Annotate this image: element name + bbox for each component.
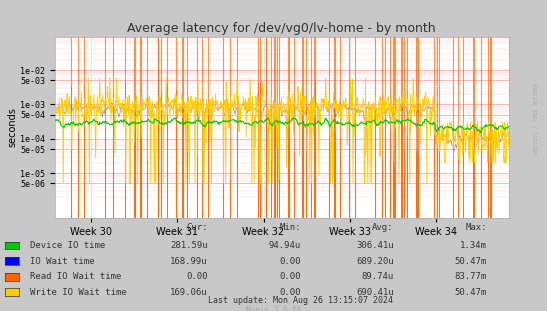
Text: 0.00: 0.00 xyxy=(280,272,301,281)
Text: 689.20u: 689.20u xyxy=(356,257,394,266)
Text: RRDTOOL / TOBI OETIKER: RRDTOOL / TOBI OETIKER xyxy=(534,82,539,154)
Text: 0.00: 0.00 xyxy=(187,272,208,281)
Text: IO Wait time: IO Wait time xyxy=(30,257,95,266)
Text: 83.77m: 83.77m xyxy=(455,272,487,281)
Text: Last update: Mon Aug 26 13:15:07 2024: Last update: Mon Aug 26 13:15:07 2024 xyxy=(208,296,393,305)
Title: Average latency for /dev/vg0/lv-home - by month: Average latency for /dev/vg0/lv-home - b… xyxy=(127,22,436,35)
Text: 0.00: 0.00 xyxy=(280,288,301,297)
Text: Write IO Wait time: Write IO Wait time xyxy=(30,288,127,297)
Text: Device IO time: Device IO time xyxy=(30,241,106,250)
Text: 50.47m: 50.47m xyxy=(455,288,487,297)
Text: 50.47m: 50.47m xyxy=(455,257,487,266)
Text: 306.41u: 306.41u xyxy=(356,241,394,250)
Text: Cur:: Cur: xyxy=(187,223,208,232)
Text: 169.06u: 169.06u xyxy=(170,288,208,297)
Y-axis label: seconds: seconds xyxy=(7,108,17,147)
Text: 690.41u: 690.41u xyxy=(356,288,394,297)
Text: Min:: Min: xyxy=(280,223,301,232)
Text: 94.94u: 94.94u xyxy=(269,241,301,250)
Text: Avg:: Avg: xyxy=(373,223,394,232)
Text: Max:: Max: xyxy=(465,223,487,232)
Text: 1.34m: 1.34m xyxy=(460,241,487,250)
Text: 168.99u: 168.99u xyxy=(170,257,208,266)
Text: 0.00: 0.00 xyxy=(280,257,301,266)
Text: 281.59u: 281.59u xyxy=(170,241,208,250)
Text: 89.74u: 89.74u xyxy=(362,272,394,281)
Text: Read IO Wait time: Read IO Wait time xyxy=(30,272,121,281)
Text: Munin 2.0.56: Munin 2.0.56 xyxy=(246,305,301,311)
